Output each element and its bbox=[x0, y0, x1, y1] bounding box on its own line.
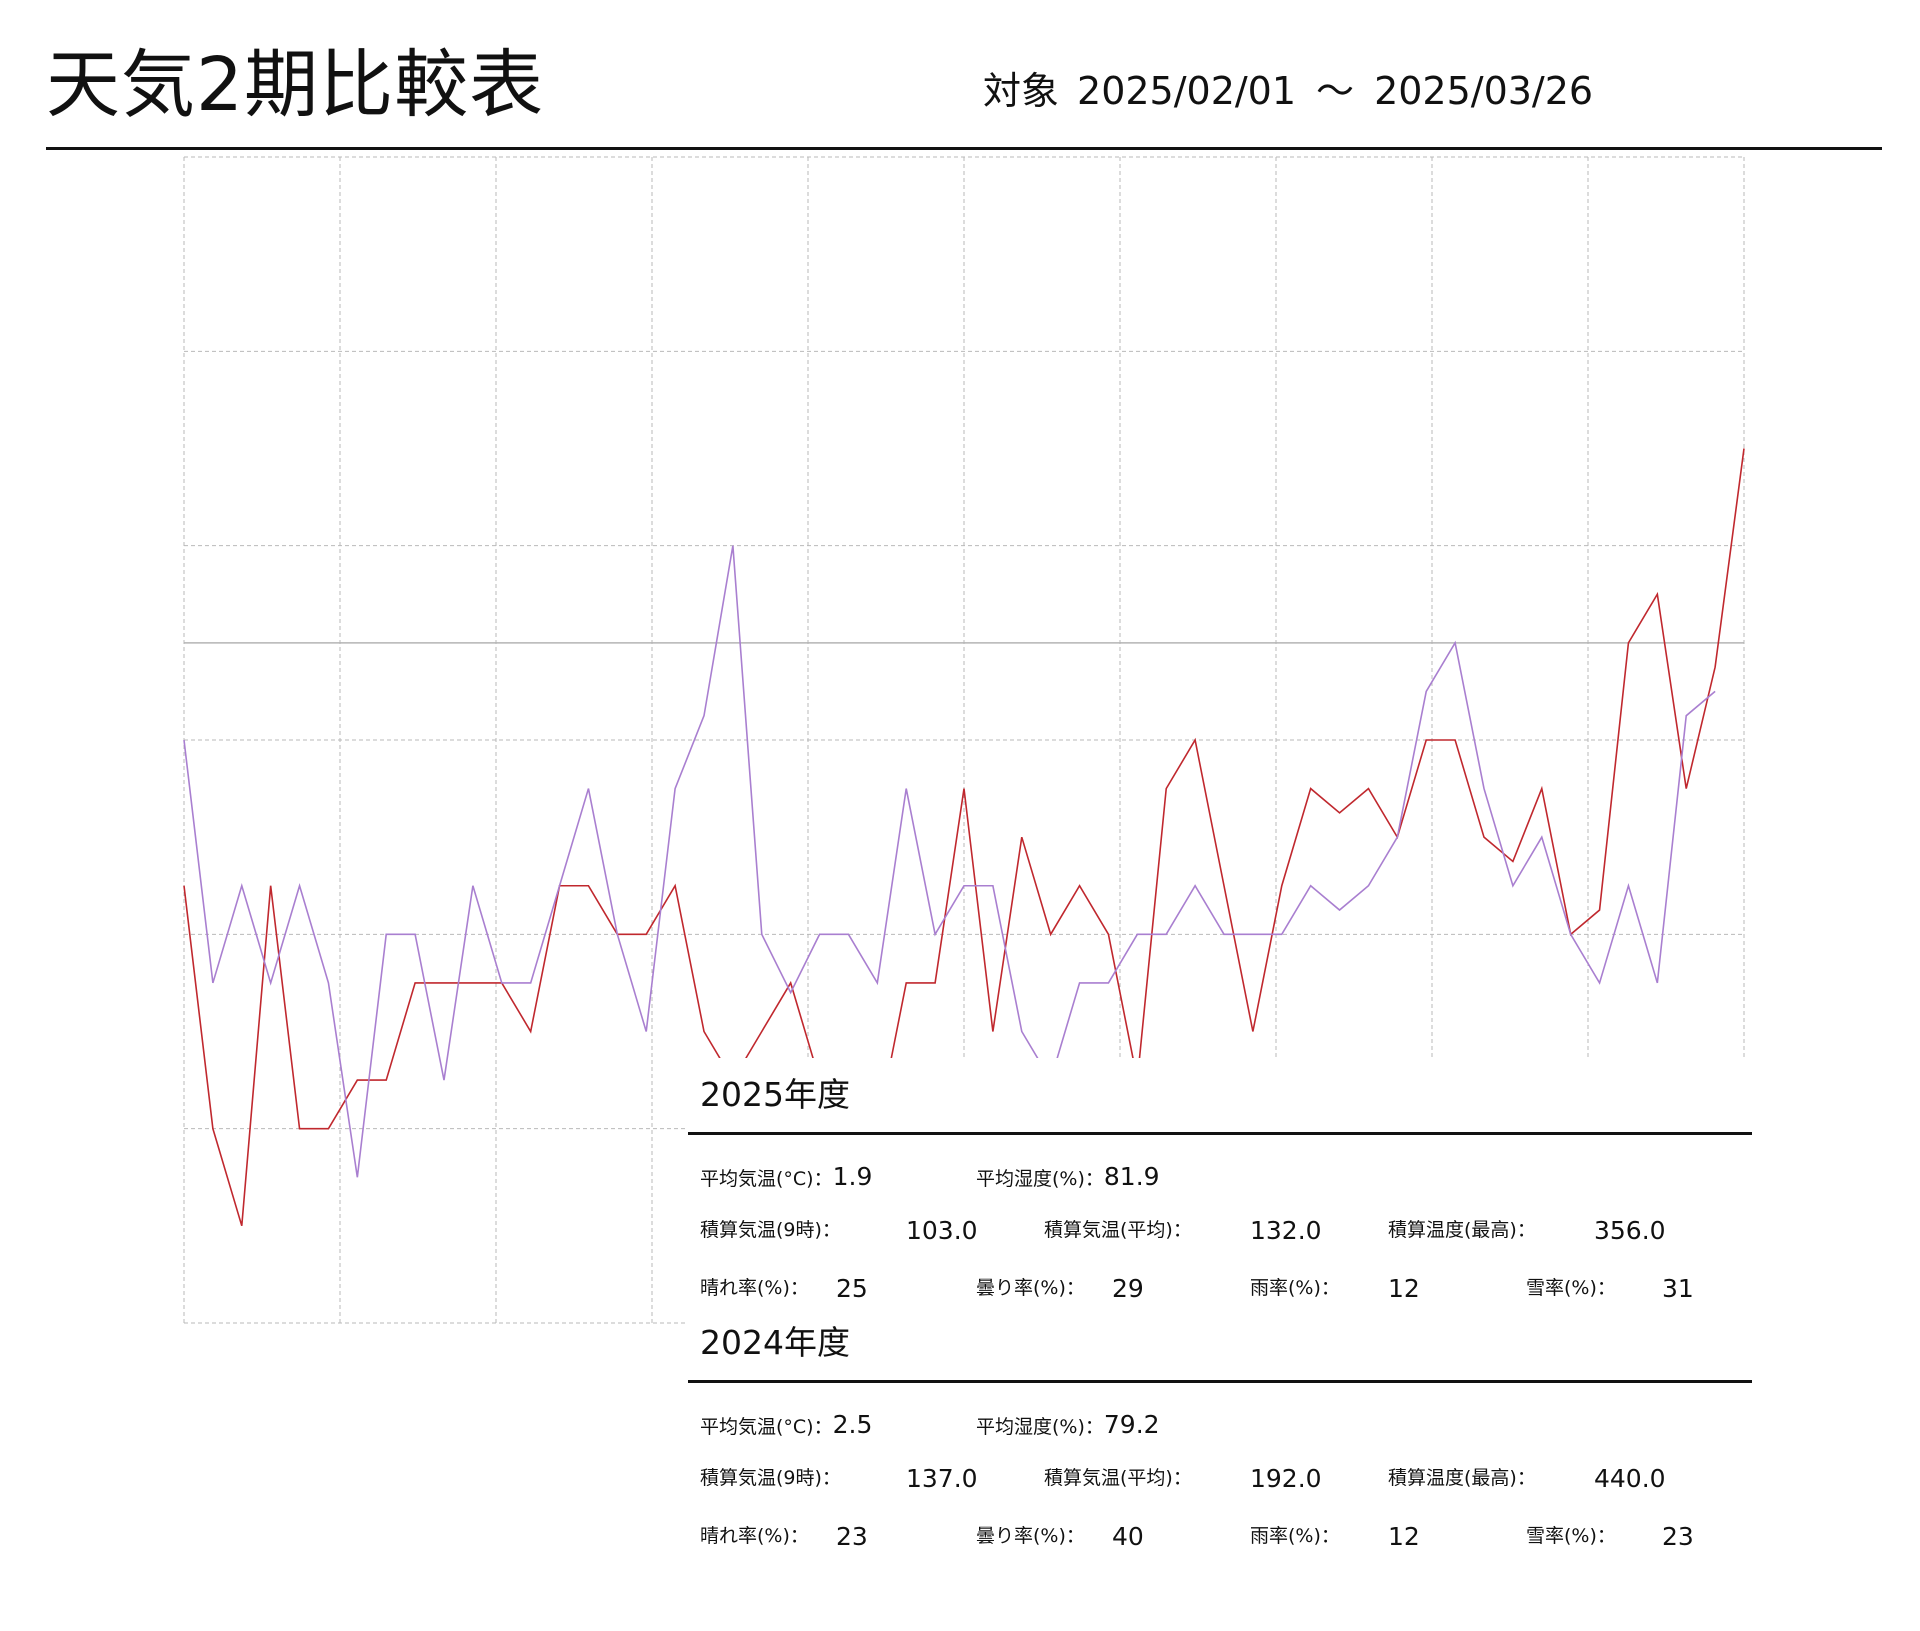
stat-label: 平均気温(°C)： bbox=[700, 1168, 833, 1190]
stat-value: 79.2 bbox=[1103, 1410, 1160, 1439]
stat-cloudy-value: 29 bbox=[1112, 1276, 1144, 1301]
stat-value: 12 bbox=[1388, 1274, 1420, 1303]
stats-heading-rule bbox=[688, 1380, 1752, 1383]
stat-acc-9-value: 137.0 bbox=[906, 1466, 978, 1491]
stat-label: 平均湿度(%)： bbox=[976, 1168, 1104, 1190]
stat-label: 積算温度(最高)： bbox=[1388, 1467, 1536, 1489]
stat-label: 積算気温(9時)： bbox=[700, 1219, 841, 1241]
stat-value: 25 bbox=[836, 1274, 868, 1303]
stat-avg-temp: 平均気温(°C)：1.9 bbox=[700, 1164, 872, 1189]
stat-snow-value: 31 bbox=[1662, 1276, 1694, 1301]
stat-cloudy: 曇り率(%)： bbox=[976, 1279, 1085, 1298]
stat-acc-avg-value: 192.0 bbox=[1250, 1466, 1322, 1491]
stats-heading-rule bbox=[688, 1132, 1752, 1135]
stat-label: 雨率(%)： bbox=[1250, 1525, 1340, 1547]
stat-snow: 雪率(%)： bbox=[1526, 1279, 1616, 1298]
stat-value: 23 bbox=[1662, 1522, 1694, 1551]
stat-value: 29 bbox=[1112, 1274, 1144, 1303]
stat-acc-max: 積算温度(最高)： bbox=[1388, 1469, 1536, 1488]
stat-sunny-value: 25 bbox=[836, 1276, 868, 1301]
stat-value: 440.0 bbox=[1594, 1464, 1666, 1493]
stat-label: 平均気温(°C)： bbox=[700, 1416, 833, 1438]
series-line-2024 bbox=[183, 545, 1716, 1178]
stat-acc-max-value: 440.0 bbox=[1594, 1466, 1666, 1491]
stat-value: 1.9 bbox=[832, 1162, 873, 1191]
stat-value: 192.0 bbox=[1250, 1464, 1322, 1493]
stat-value: 132.0 bbox=[1250, 1216, 1322, 1245]
chart-series bbox=[183, 448, 1745, 1227]
stat-value: 356.0 bbox=[1594, 1216, 1666, 1245]
stat-label: 平均湿度(%)： bbox=[976, 1416, 1104, 1438]
period-range: 対象 2025/02/01 〜 2025/03/26 bbox=[983, 72, 1593, 110]
stat-label: 曇り率(%)： bbox=[976, 1525, 1085, 1547]
stat-value: 40 bbox=[1112, 1522, 1144, 1551]
stat-value: 23 bbox=[836, 1522, 868, 1551]
stat-acc-max-value: 356.0 bbox=[1594, 1218, 1666, 1243]
stat-label: 雪率(%)： bbox=[1526, 1525, 1616, 1547]
stat-sunny-value: 23 bbox=[836, 1524, 868, 1549]
stat-label: 雨率(%)： bbox=[1250, 1277, 1340, 1299]
stat-value: 103.0 bbox=[906, 1216, 978, 1245]
stat-sunny: 晴れ率(%)： bbox=[700, 1279, 809, 1298]
period-separator: 〜 bbox=[1316, 69, 1355, 113]
stat-rain: 雨率(%)： bbox=[1250, 1527, 1340, 1546]
series-line-2025 bbox=[183, 448, 1745, 1227]
stat-label: 雪率(%)： bbox=[1526, 1277, 1616, 1299]
stat-label: 積算気温(9時)： bbox=[700, 1467, 841, 1489]
stat-rain-value: 12 bbox=[1388, 1276, 1420, 1301]
stat-value: 12 bbox=[1388, 1522, 1420, 1551]
stat-sunny: 晴れ率(%)： bbox=[700, 1527, 809, 1546]
stat-cloudy-value: 40 bbox=[1112, 1524, 1144, 1549]
stat-rain-value: 12 bbox=[1388, 1524, 1420, 1549]
stats-heading: 2024年度 bbox=[700, 1323, 850, 1362]
stat-cloudy: 曇り率(%)： bbox=[976, 1527, 1085, 1546]
stat-label: 積算気温(平均)： bbox=[1044, 1219, 1192, 1241]
stat-acc-max: 積算温度(最高)： bbox=[1388, 1221, 1536, 1240]
stat-acc-avg: 積算気温(平均)： bbox=[1044, 1221, 1192, 1240]
period-date-from: 2025/02/01 bbox=[1077, 69, 1297, 113]
stat-avg-temp: 平均気温(°C)：2.5 bbox=[700, 1412, 872, 1437]
stats-heading: 2025年度 bbox=[700, 1075, 850, 1114]
stat-label: 積算温度(最高)： bbox=[1388, 1219, 1536, 1241]
stat-value: 31 bbox=[1662, 1274, 1694, 1303]
stat-label: 晴れ率(%)： bbox=[700, 1277, 809, 1299]
stat-avg-humidity: 平均湿度(%)：81.9 bbox=[976, 1164, 1160, 1189]
stat-snow: 雪率(%)： bbox=[1526, 1527, 1616, 1546]
stat-acc-avg: 積算気温(平均)： bbox=[1044, 1469, 1192, 1488]
stat-acc-avg-value: 132.0 bbox=[1250, 1218, 1322, 1243]
stat-label: 晴れ率(%)： bbox=[700, 1525, 809, 1547]
stats-panel bbox=[688, 1058, 1752, 1578]
period-date-to: 2025/03/26 bbox=[1374, 69, 1594, 113]
page-title: 天気2期比較表 bbox=[46, 42, 545, 128]
header-divider bbox=[46, 147, 1882, 150]
stat-acc-9-value: 103.0 bbox=[906, 1218, 978, 1243]
stat-acc-9: 積算気温(9時)： bbox=[700, 1221, 841, 1240]
stat-value: 81.9 bbox=[1103, 1162, 1160, 1191]
stat-avg-humidity: 平均湿度(%)：79.2 bbox=[976, 1412, 1160, 1437]
stat-value: 2.5 bbox=[832, 1410, 873, 1439]
stat-value: 137.0 bbox=[906, 1464, 978, 1493]
stat-label: 曇り率(%)： bbox=[976, 1277, 1085, 1299]
stat-rain: 雨率(%)： bbox=[1250, 1279, 1340, 1298]
stat-acc-9: 積算気温(9時)： bbox=[700, 1469, 841, 1488]
stat-label: 積算気温(平均)： bbox=[1044, 1467, 1192, 1489]
stat-snow-value: 23 bbox=[1662, 1524, 1694, 1549]
period-target-label: 対象 bbox=[983, 69, 1060, 113]
